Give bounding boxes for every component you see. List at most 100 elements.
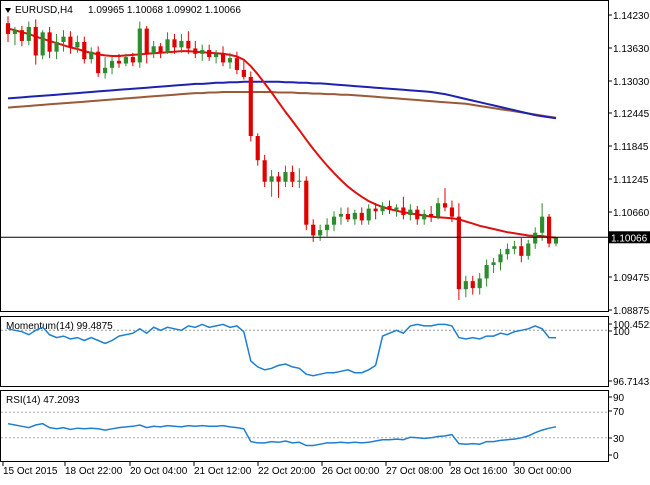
candle-body — [269, 176, 274, 182]
time-tick-label: 30 Oct 00:00 — [514, 466, 572, 477]
bull-candle — [553, 237, 559, 247]
bull-candle — [331, 211, 337, 232]
time-tick: 26 Oct 00:00 — [321, 462, 380, 477]
price-tick: 1.10660 — [608, 208, 650, 219]
rsi-tick: 0 — [608, 451, 619, 462]
bull-candle — [75, 35, 80, 53]
candle-body — [5, 23, 11, 34]
time-tick-label: 15 Oct 2015 — [3, 466, 58, 477]
time-tick-label: 20 Oct 04:00 — [130, 466, 188, 477]
rsi-tick-label: 0 — [613, 451, 619, 462]
bull-candle — [338, 207, 344, 225]
candle-body — [470, 281, 475, 289]
bear-candle — [47, 26, 52, 59]
bull-candle — [505, 243, 510, 260]
bear-candle — [276, 172, 281, 198]
time-tick: 30 Oct 00:00 — [513, 462, 572, 477]
bull-candle — [165, 32, 170, 54]
bull-candle — [227, 52, 233, 69]
rsi-tick: 70 — [608, 407, 625, 418]
bear-candle — [116, 53, 122, 68]
price-tick-label: 1.13030 — [613, 77, 650, 88]
bear-candle — [401, 196, 406, 220]
bear-candle — [415, 205, 420, 225]
time-tick-label: 26 Oct 00:00 — [322, 466, 380, 477]
time-tick-label: 22 Oct 20:00 — [258, 466, 316, 477]
bear-candle — [546, 213, 552, 248]
momentum-tick: 96.7143 — [608, 377, 650, 388]
rsi-tick: 30 — [608, 434, 625, 445]
bull-candle — [151, 40, 156, 59]
candle-body — [491, 262, 496, 266]
bear-candle — [144, 25, 149, 64]
candle-body — [304, 180, 309, 225]
candle-body — [144, 28, 149, 54]
candle-body — [318, 230, 323, 236]
time-tick: 18 Oct 22:00 — [64, 462, 123, 477]
bear-candle — [262, 154, 267, 188]
candle-body — [456, 216, 461, 290]
bull-candle — [422, 209, 427, 225]
bull-candle — [366, 204, 371, 225]
candle-body — [82, 42, 87, 60]
price-tick-label: 1.11245 — [613, 175, 649, 186]
momentum-tick-label: 96.7143 — [613, 377, 650, 388]
bear-candle — [304, 176, 309, 231]
candle-body — [193, 48, 198, 54]
bull-candle — [484, 259, 489, 287]
current-price-box — [608, 231, 650, 244]
candle-body — [130, 57, 135, 63]
candle-body — [512, 246, 517, 249]
candle-body — [214, 53, 219, 58]
bear-candle — [33, 19, 38, 65]
candle-body — [442, 203, 448, 208]
candle-body — [220, 53, 226, 63]
bear-candle — [130, 52, 135, 67]
time-tick-label: 27 Oct 08:00 — [386, 466, 444, 477]
candle-body — [179, 40, 184, 48]
bear-candle — [519, 238, 524, 263]
candle-body — [297, 180, 302, 182]
rsi-line — [7, 422, 557, 447]
bull-candle — [498, 248, 503, 271]
candle-body — [338, 213, 344, 217]
candle-body — [200, 50, 205, 54]
candle-body — [137, 28, 142, 63]
price-tick: 1.13030 — [608, 77, 650, 88]
price-tick: 1.08875 — [608, 306, 650, 317]
momentum-label: Momentum(14) 99.4875 — [6, 321, 113, 332]
candle-body — [380, 205, 385, 212]
price-tick: 1.14230 — [608, 11, 650, 22]
bull-candle — [491, 258, 496, 274]
price-axis: 1.14230 1.13630 1.13030 1.12445 1.11845 … — [608, 11, 650, 317]
rsi-tick-label: 70 — [613, 407, 625, 418]
candle-body — [262, 160, 267, 182]
bear-candle — [82, 36, 87, 64]
bear-candle — [220, 46, 226, 67]
candle-body — [109, 60, 115, 68]
candle-body — [422, 213, 427, 220]
symbol-label: EURUSD,H4 — [15, 5, 73, 16]
momentum-line — [7, 323, 557, 377]
bull-candle — [297, 168, 302, 189]
bull-candle — [89, 47, 94, 64]
price-tick: 1.12445 — [608, 109, 650, 120]
bull-candle — [137, 21, 142, 68]
candle-body — [345, 213, 350, 220]
bull-candle — [533, 227, 538, 249]
bear-candle — [373, 203, 378, 220]
rsi-label: RSI(14) 47.2093 — [6, 395, 80, 406]
candle-body — [290, 172, 295, 182]
current-price-label: 1.10066 — [611, 233, 648, 244]
bull-candle — [352, 209, 357, 225]
bull-candle — [214, 50, 219, 64]
price-tick-label: 1.12445 — [613, 109, 650, 120]
momentum-tick-label: 100 — [613, 327, 630, 338]
collapse-triangle-icon[interactable] — [5, 8, 11, 13]
bull-candle — [408, 204, 413, 221]
candle-body — [186, 40, 191, 49]
candle-body — [158, 46, 163, 53]
bear-candle — [207, 44, 212, 61]
